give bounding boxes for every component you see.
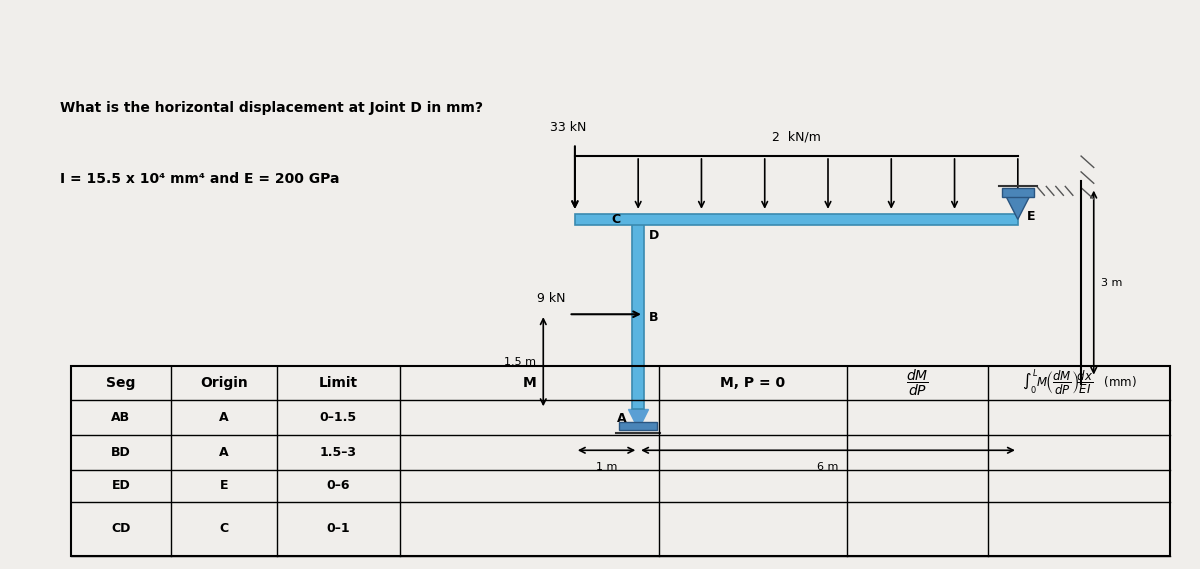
Text: CD: CD xyxy=(112,522,131,535)
Text: 0–1: 0–1 xyxy=(326,522,350,535)
Text: 2  kN/m: 2 kN/m xyxy=(772,130,821,143)
Text: $\dfrac{dM}{dP}$: $\dfrac{dM}{dP}$ xyxy=(906,368,929,398)
Text: C: C xyxy=(220,522,228,535)
Text: B: B xyxy=(649,311,659,324)
Text: M: M xyxy=(522,376,536,390)
Text: AB: AB xyxy=(112,411,131,424)
Text: E: E xyxy=(1027,209,1036,222)
Text: A: A xyxy=(617,413,626,425)
Text: What is the horizontal displacement at Joint D in mm?: What is the horizontal displacement at J… xyxy=(60,101,484,115)
Polygon shape xyxy=(632,219,644,409)
Text: Limit: Limit xyxy=(319,376,358,390)
Polygon shape xyxy=(1002,188,1033,197)
Text: Seg: Seg xyxy=(106,376,136,390)
Text: Origin: Origin xyxy=(200,376,247,390)
Text: M, P = 0: M, P = 0 xyxy=(720,376,786,390)
Polygon shape xyxy=(575,213,1018,225)
Text: $\int_0^L M\!\left(\dfrac{dM}{dP}\right)\!\dfrac{dx}{EI}$   (mm): $\int_0^L M\!\left(\dfrac{dM}{dP}\right)… xyxy=(1021,368,1136,398)
Text: 3 m: 3 m xyxy=(1102,278,1123,287)
Text: A: A xyxy=(218,411,228,424)
Text: 9 kN: 9 kN xyxy=(536,292,565,305)
Polygon shape xyxy=(1007,197,1030,219)
Text: 0–6: 0–6 xyxy=(326,479,350,492)
Text: E: E xyxy=(220,479,228,492)
Text: 0–1.5: 0–1.5 xyxy=(319,411,356,424)
Text: 33 kN: 33 kN xyxy=(551,121,587,134)
Polygon shape xyxy=(619,422,658,430)
Text: 1.5–3: 1.5–3 xyxy=(320,446,356,459)
Text: ED: ED xyxy=(112,479,130,492)
Text: C: C xyxy=(612,213,620,226)
Text: 1 m: 1 m xyxy=(596,461,617,472)
Text: D: D xyxy=(649,229,659,242)
Text: 6 m: 6 m xyxy=(817,461,839,472)
Text: BD: BD xyxy=(110,446,131,459)
Text: I = 15.5 x 10⁴ mm⁴ and E = 200 GPa: I = 15.5 x 10⁴ mm⁴ and E = 200 GPa xyxy=(60,172,340,187)
Text: A: A xyxy=(218,446,228,459)
Text: 1.5 m: 1.5 m xyxy=(504,357,535,366)
